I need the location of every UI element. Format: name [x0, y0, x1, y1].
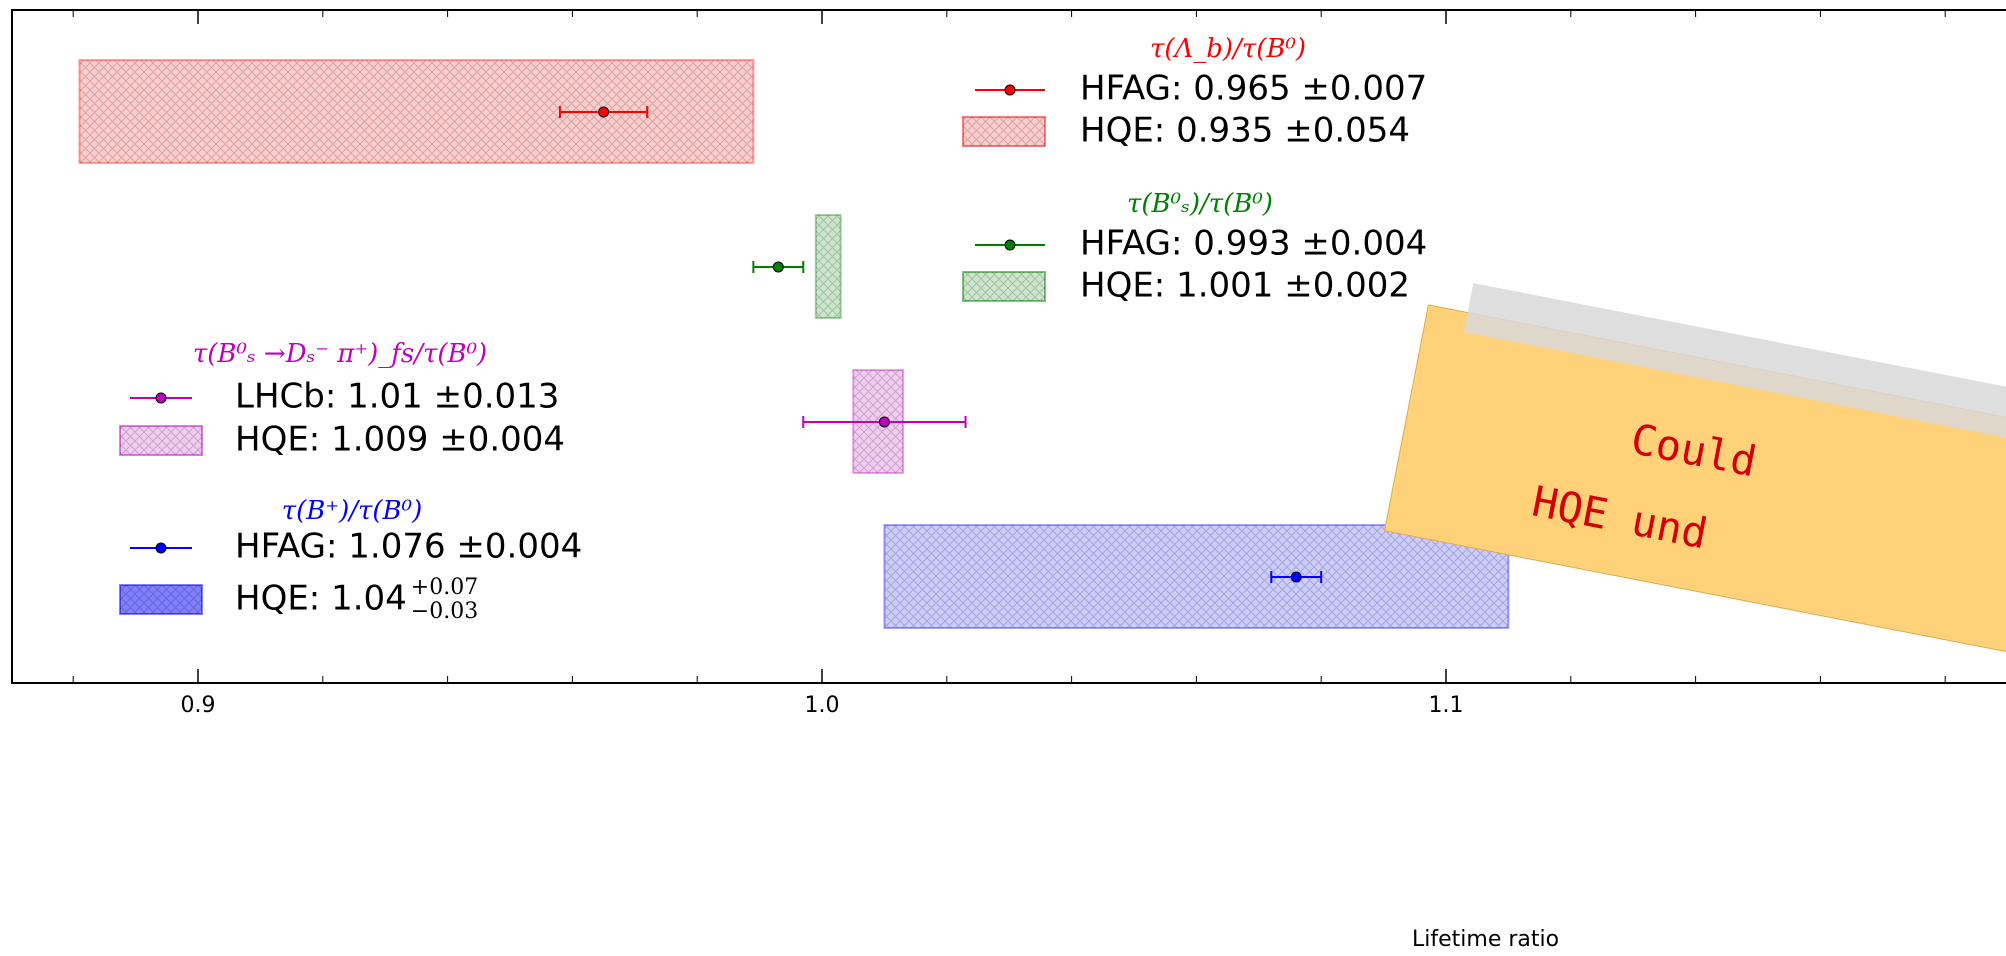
legend-marker: [1005, 240, 1015, 250]
measurement-point: [879, 417, 889, 427]
legend-label: LHCb: 1.01 ±0.013: [235, 377, 559, 417]
legend-patch-hatch: [963, 117, 1045, 146]
legend-marker: [156, 393, 166, 403]
chart: Lifetime ratio Could HQE und 0.91.01.1τ(…: [0, 0, 2006, 956]
prediction-hatch: [884, 525, 1508, 628]
prediction-box: [884, 525, 1508, 628]
prediction-box: [816, 215, 841, 318]
legend-title: τ(Λ_b)/τ(B⁰): [1150, 34, 1306, 64]
prediction-box: [79, 60, 753, 163]
prediction-hatch: [816, 215, 841, 318]
legend-label: HQE: 0.935 ±0.054: [1080, 111, 1410, 151]
legend-title: τ(B⁰ₛ →Dₛ⁻ π⁺)_fs/τ(B⁰): [193, 339, 487, 369]
measurement-point: [1291, 572, 1301, 582]
legend-marker: [1005, 85, 1015, 95]
legend-title: τ(B⁺)/τ(B⁰): [282, 496, 422, 526]
prediction-hatch: [79, 60, 753, 163]
legend-label: HFAG: 0.993 ±0.004: [1080, 224, 1427, 264]
x-tick-label: 0.9: [181, 693, 216, 718]
legend-marker: [156, 543, 166, 553]
measurement-point: [599, 107, 609, 117]
legend-label-sub: −0.03: [411, 599, 478, 624]
legend-patch-hatch: [120, 426, 202, 455]
legend-label: HQE: 1.001 ±0.002: [1080, 266, 1410, 306]
legend-patch-hatch: [120, 585, 202, 614]
x-tick-label: 1.0: [805, 693, 840, 718]
legend-label: HQE: 1.04: [235, 579, 407, 619]
measurement-point: [773, 262, 783, 272]
x-tick-label: 1.1: [1429, 693, 1464, 718]
legend-title: τ(B⁰ₛ)/τ(B⁰): [1127, 189, 1273, 219]
legend-label: HQE: 1.009 ±0.004: [235, 420, 565, 460]
legend-label: HFAG: 1.076 ±0.004: [235, 527, 582, 567]
legend-label-sup: +0.07: [411, 575, 478, 600]
legend-label: HFAG: 0.965 ±0.007: [1080, 69, 1427, 109]
legend-patch-hatch: [963, 272, 1045, 301]
x-axis-label: Lifetime ratio: [1412, 927, 1559, 952]
